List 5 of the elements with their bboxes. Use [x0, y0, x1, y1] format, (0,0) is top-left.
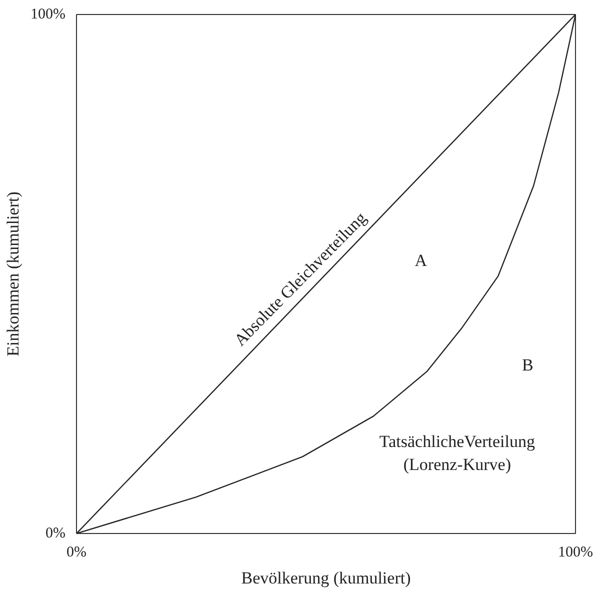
y-axis-title: Einkommen (kumuliert): [4, 192, 23, 356]
annotation: B: [522, 355, 534, 374]
series-label: TatsächlicheVerteilung (Lorenz-Kurve): [379, 432, 536, 474]
annotation: A: [414, 251, 428, 270]
x-axis-title: Bevölkerung (kumuliert): [241, 568, 411, 588]
